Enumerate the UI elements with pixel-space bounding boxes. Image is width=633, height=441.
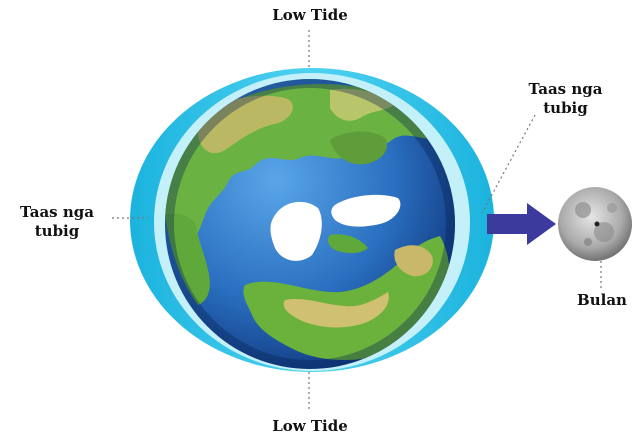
earth [165, 79, 455, 369]
moon [558, 187, 632, 261]
land-mass-south [243, 236, 450, 361]
gravity-arrow [487, 203, 556, 245]
high-tide-label-right: Taas nga tubig [508, 80, 623, 118]
low-tide-label-bottom: Low Tide [272, 417, 348, 435]
high-tide-label-left-line2: tubig [34, 222, 80, 240]
moon-label: Bulan [577, 291, 627, 309]
high-tide-label-left-line1: Taas nga [20, 203, 94, 221]
high-tide-label-left: Taas nga tubig [2, 203, 112, 241]
leader-lines [112, 30, 602, 412]
high-tide-label-right-line2: tubig [543, 99, 588, 117]
ice-sheet-right [331, 194, 401, 227]
high-tide-label-right-line1: Taas nga [528, 80, 603, 98]
land-mass-greenland [330, 131, 388, 165]
low-tide-label-top: Low Tide [272, 6, 348, 24]
leader-line-right [481, 114, 536, 214]
ice-sheet-left [270, 201, 322, 261]
